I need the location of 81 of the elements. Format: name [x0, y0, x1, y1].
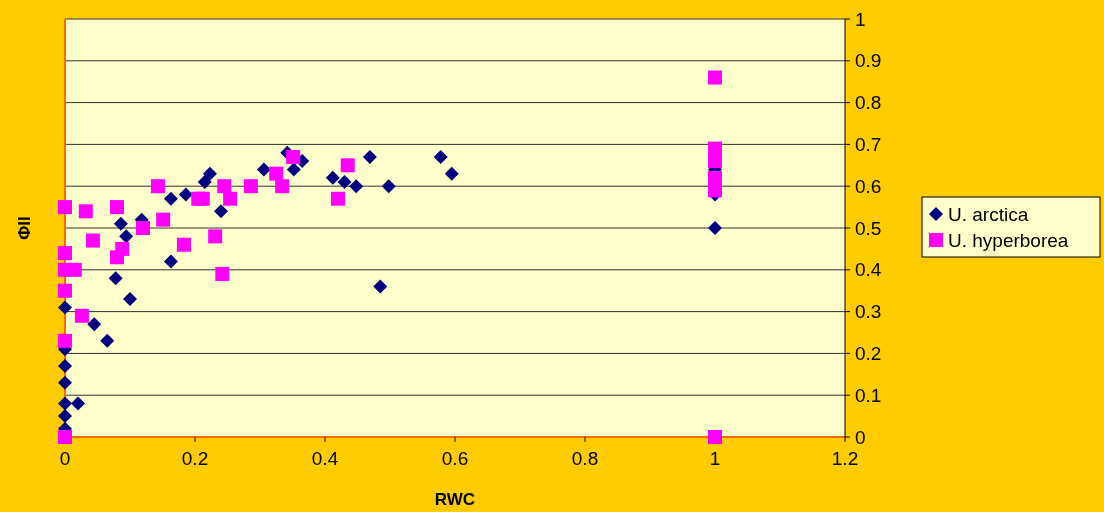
point — [58, 396, 72, 411]
point — [58, 375, 72, 390]
point — [100, 333, 115, 348]
point — [214, 204, 228, 219]
x-tick-label: 1.2 — [831, 448, 859, 469]
point — [197, 175, 212, 190]
point — [58, 430, 72, 444]
point — [256, 162, 271, 177]
point — [58, 333, 72, 348]
y-axis-title: ΦII — [15, 216, 34, 240]
point — [331, 191, 345, 206]
point — [58, 358, 72, 373]
point — [58, 246, 72, 261]
legend-label: U. hyperborea — [948, 229, 1069, 251]
x-tick-label: 0.4 — [311, 448, 339, 469]
x-tick-label: 1 — [709, 448, 721, 469]
point — [85, 233, 100, 248]
point — [87, 317, 102, 332]
point — [176, 237, 191, 252]
point — [178, 187, 193, 202]
point — [195, 191, 210, 206]
point — [202, 166, 217, 181]
y-tick-label: 0.9 — [855, 50, 882, 72]
y-tick-label: 0.6 — [855, 175, 882, 197]
y-tick-label: 0.3 — [855, 301, 882, 323]
y-tick-label: 1 — [855, 8, 866, 30]
point — [78, 204, 93, 219]
point — [433, 149, 448, 164]
point — [373, 279, 388, 294]
point — [349, 179, 364, 194]
point — [208, 229, 223, 244]
point — [136, 221, 150, 235]
y-tick-label: 0.7 — [855, 134, 882, 156]
x-axis-title: RWC — [434, 490, 476, 509]
point — [110, 200, 124, 215]
point — [163, 191, 178, 206]
point — [217, 179, 232, 194]
point — [67, 262, 82, 277]
legend-label: U. arctica — [948, 203, 1029, 225]
y-tick-label: 0.5 — [855, 217, 882, 239]
point — [362, 149, 377, 164]
y-tick-label: 0 — [855, 426, 866, 448]
point — [708, 154, 722, 169]
point — [58, 283, 72, 298]
point — [156, 212, 171, 227]
point — [325, 170, 340, 185]
x-tick-label: 0 — [59, 448, 71, 469]
point — [115, 241, 130, 256]
point — [123, 292, 137, 307]
point — [269, 166, 284, 181]
point — [108, 271, 123, 286]
point — [286, 149, 301, 164]
point — [58, 300, 72, 315]
point — [71, 396, 85, 411]
point — [444, 166, 459, 181]
point — [275, 179, 290, 194]
point — [286, 162, 301, 177]
point — [708, 430, 722, 444]
x-tick-label: 0.6 — [441, 448, 469, 469]
point — [58, 409, 72, 424]
point — [337, 175, 352, 190]
point — [58, 200, 72, 215]
y-tick-label: 0.4 — [855, 259, 882, 281]
point — [113, 216, 128, 231]
x-tick-label: 0.8 — [571, 448, 599, 469]
x-tick-label: 0.2 — [181, 448, 209, 469]
y-tick-label: 0.8 — [855, 92, 882, 114]
y-tick-label: 0.2 — [855, 343, 882, 365]
point — [708, 183, 722, 198]
point — [708, 221, 722, 235]
point — [74, 308, 89, 323]
point — [340, 158, 355, 173]
point — [381, 179, 396, 194]
point — [119, 229, 134, 244]
point — [223, 191, 238, 206]
point — [708, 70, 722, 85]
point — [215, 266, 230, 281]
y-tick-label: 0.1 — [855, 384, 882, 406]
point — [243, 179, 258, 194]
point — [150, 179, 165, 194]
point — [163, 254, 178, 269]
